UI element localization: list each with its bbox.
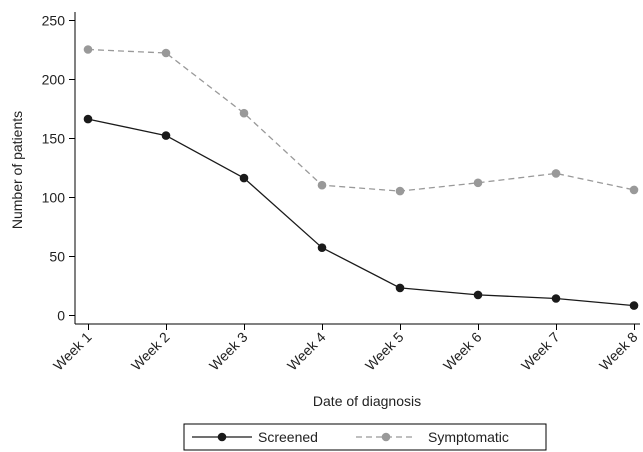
series-line-screened: [87, 118, 635, 307]
y-tick-label: 0: [57, 308, 65, 324]
data-point-screened: [395, 283, 405, 293]
legend-label-screened: Screened: [258, 429, 318, 445]
series-layer: [83, 45, 639, 310]
x-tick-label: Week 7: [518, 329, 563, 374]
data-point-symptomatic: [629, 185, 639, 195]
data-point-screened: [473, 290, 483, 300]
legend-marker-symptomatic: [381, 432, 391, 442]
data-point-screened: [629, 301, 639, 310]
y-tick-label: 150: [42, 131, 66, 147]
x-tick-label: Week 5: [362, 329, 407, 374]
data-point-symptomatic: [239, 108, 249, 118]
x-axis-title: Date of diagnosis: [313, 393, 421, 409]
y-tick-label: 250: [42, 13, 66, 29]
x-tick-label: Week 4: [284, 329, 329, 374]
data-point-symptomatic: [317, 180, 327, 190]
legend-item-symptomatic: Symptomatic: [356, 429, 509, 445]
legend-label-symptomatic: Symptomatic: [428, 429, 509, 445]
data-point-symptomatic: [551, 169, 561, 178]
y-tick-label: 200: [42, 72, 66, 88]
data-point-screened: [317, 243, 327, 252]
data-point-screened: [83, 114, 93, 124]
series-line-symptomatic: [87, 48, 635, 192]
x-tick-label: Week 2: [128, 329, 173, 374]
legend: Screened Symptomatic: [183, 423, 547, 451]
x-tick-label: Week 8: [596, 329, 641, 374]
data-point-screened: [551, 294, 561, 303]
y-tick-label: 50: [49, 249, 65, 265]
data-point-symptomatic: [395, 186, 405, 196]
data-point-screened: [239, 173, 249, 183]
data-point-screened: [161, 131, 171, 140]
legend-item-screened: Screened: [192, 429, 318, 445]
data-point-symptomatic: [83, 45, 93, 54]
data-point-symptomatic: [161, 48, 171, 58]
x-tick-label: Week 1: [50, 329, 95, 374]
x-tick-label: Week 3: [206, 329, 251, 374]
x-tick-label: Week 6: [440, 329, 485, 374]
y-tick-label: 100: [42, 190, 66, 206]
legend-marker-screened: [217, 432, 227, 442]
y-axis-title: Number of patients: [9, 111, 25, 229]
data-point-symptomatic: [473, 178, 483, 188]
axes: 0 50 100 150 200 250 Week 1 Week 2 Week 3 Week 4 W…: [42, 12, 641, 374]
